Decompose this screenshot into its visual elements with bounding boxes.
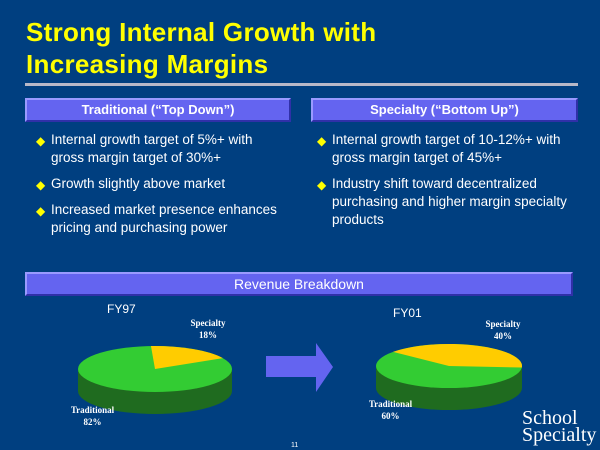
logo-line-2: Specialty <box>522 424 597 446</box>
slice-specialty <box>150 346 223 369</box>
bullet-item: ◆ Increased market presence enhances pric… <box>36 201 281 237</box>
bullet-text: Increased market presence enhances prici… <box>51 202 277 235</box>
fy01-traditional-label: Traditional 60% <box>363 398 418 422</box>
bullet-item: ◆ Industry shift toward decentralized pur… <box>317 175 567 229</box>
traditional-header: Traditional (“Top Down”) <box>25 98 291 122</box>
diamond-icon: ◆ <box>36 204 46 218</box>
bullet-item: ◆ Internal growth target of 10-12%+ with … <box>317 131 567 167</box>
specialty-header: Specialty (“Bottom Up”) <box>311 98 578 122</box>
fy97-title: FY97 <box>107 302 136 316</box>
fy97-specialty-label: Specialty 18% <box>183 317 233 341</box>
label-name: Traditional <box>70 405 115 415</box>
fy01-title: FY01 <box>393 306 422 320</box>
fy97-traditional-label: Traditional 82% <box>65 404 120 428</box>
label-value: 82% <box>83 417 102 427</box>
diamond-icon: ◆ <box>317 178 327 192</box>
arrow-icon <box>266 343 333 392</box>
pie-fy01 <box>376 344 522 410</box>
label-name: Specialty <box>485 319 521 329</box>
label-value: 60% <box>381 411 400 421</box>
fy01-specialty-label: Specialty 40% <box>478 318 528 342</box>
slide-title: Strong Internal Growth with Increasing Ma… <box>26 16 376 80</box>
school-specialty-logo: School Specialty <box>522 407 597 446</box>
bullet-text: Industry shift toward decentralized purc… <box>332 176 567 227</box>
title-line-2: Increasing Margins <box>26 49 269 79</box>
pie-fy97 <box>78 346 232 414</box>
specialty-bullets: ◆ Internal growth target of 10-12%+ with … <box>317 131 567 237</box>
bullet-item: ◆ Growth slightly above market <box>36 175 281 193</box>
diamond-icon: ◆ <box>36 178 46 192</box>
traditional-bullets: ◆ Internal growth target of 5%+ with gros… <box>36 131 281 245</box>
label-value: 18% <box>199 330 217 340</box>
bullet-text: Internal growth target of 10-12%+ with g… <box>332 132 561 165</box>
title-divider <box>25 83 578 86</box>
title-line-1: Strong Internal Growth with <box>26 17 377 47</box>
bullet-item: ◆ Internal growth target of 5%+ with gros… <box>36 131 281 167</box>
label-name: Specialty <box>190 318 226 328</box>
logo-line-1: School <box>522 407 578 429</box>
label-value: 40% <box>494 331 512 341</box>
diamond-icon: ◆ <box>36 134 46 148</box>
bullet-text: Internal growth target of 5%+ with gross… <box>51 132 253 165</box>
diamond-icon: ◆ <box>317 134 327 148</box>
label-name: Traditional <box>368 399 413 409</box>
bullet-text: Growth slightly above market <box>51 176 226 191</box>
page-number: 11 <box>291 442 299 449</box>
revenue-breakdown-header: Revenue Breakdown <box>25 272 573 296</box>
slice-specialty <box>393 344 522 368</box>
